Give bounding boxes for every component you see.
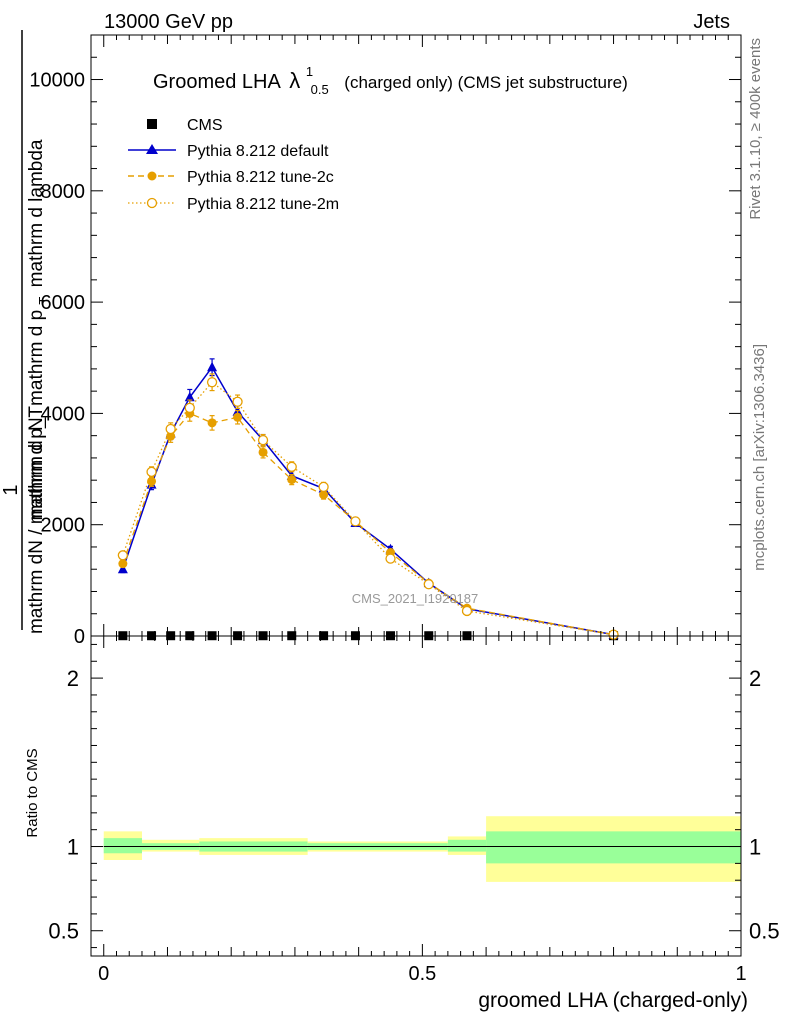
title-main: Groomed LHA	[153, 71, 281, 93]
ratio-tick-label-left-1: 1	[67, 835, 79, 860]
ratio-band-inner-5	[486, 831, 741, 864]
y-axis-label-top: 1	[0, 484, 22, 495]
y-tick-label-4: 8000	[41, 181, 86, 203]
ratio-tick-label-right-1: 1	[749, 835, 761, 860]
point-3-8	[318, 481, 329, 493]
point-3-9	[350, 516, 361, 527]
title-sub: 0.5	[311, 82, 329, 97]
header-energy: 13000 GeV pp	[104, 11, 233, 33]
y-tick-label-2: 4000	[41, 403, 86, 425]
point-3-12	[461, 605, 473, 617]
series-line-3	[122, 381, 614, 636]
point-3-10	[385, 553, 396, 564]
point-3-3	[184, 402, 195, 413]
y-tick-label-5: 10000	[29, 70, 85, 92]
point-3-2	[165, 423, 176, 435]
point-3-0	[117, 550, 129, 561]
point-3-1	[146, 466, 157, 477]
y-tick-label-0: 0	[74, 626, 85, 648]
legend-label-cms: CMS	[187, 117, 223, 134]
legend-label-default: Pythia 8.212 default	[187, 143, 329, 160]
legend-marker-tune2c	[147, 171, 157, 181]
point-1-0	[117, 563, 128, 574]
ylabel-part-d: T	[36, 297, 51, 305]
point-3-4	[206, 377, 218, 388]
ratio-band-inner-0	[103, 838, 142, 854]
x-axis-label: groomed LHA (charged-only)	[478, 989, 748, 1012]
y-axis-label-fraction-denominator: mathrm dN / mathrm d p_T	[26, 406, 47, 634]
ratio-tick-label-right-2: 2	[749, 666, 761, 691]
y-axis-label-numerator: mathrm d N mathrm d p T mathrm d lambda	[26, 139, 53, 520]
point-2-0	[118, 559, 128, 569]
point-3-6	[257, 434, 269, 446]
point-1-3	[184, 391, 195, 402]
ylabel-part-b: N	[26, 417, 47, 431]
y-tick-label-1: 2000	[41, 515, 86, 537]
ylabel-part-e: mathrm d lambda	[26, 139, 47, 287]
x-tick-label-1: 0.5	[408, 963, 436, 985]
legend-label-tune2m: Pythia 8.212 tune-2m	[187, 196, 339, 213]
ratio-band-inner-4	[447, 839, 487, 852]
title-sup: 1	[306, 64, 313, 79]
legend-marker-default	[146, 144, 158, 154]
header-channel: Jets	[693, 11, 730, 33]
ratio-tick-label-left-2: 2	[67, 666, 79, 691]
point-2-4	[207, 418, 217, 428]
ratio-tick-label-right-0: 0.5	[749, 919, 780, 944]
point-2-2	[166, 431, 176, 441]
point-2-8	[319, 490, 329, 500]
ylabel-part-a: mathrm d	[26, 440, 47, 520]
ratio-y-axis-label: Ratio to CMS	[24, 748, 41, 837]
side-rivet-label: Rivet 3.1.10, ≥ 400k events	[747, 38, 764, 220]
plot-title: Groomed LHA λ 1 0.5 (charged only) (CMS …	[153, 59, 628, 99]
legend-label-tune2c: Pythia 8.212 tune-2c	[187, 169, 334, 186]
point-2-5	[233, 412, 243, 422]
ratio-tick-label-left-0: 0.5	[48, 919, 79, 944]
point-2-1	[147, 476, 157, 486]
x-tick-label-0: 0	[98, 963, 109, 985]
legend-marker-cms	[147, 119, 157, 129]
point-3-5	[232, 396, 243, 407]
title-lambda: λ	[289, 68, 300, 93]
point-2-7	[287, 475, 297, 485]
analysis-watermark: CMS_2021_I1920187	[352, 591, 479, 606]
ratio-frame	[90, 635, 742, 957]
legend: CMS Pythia 8.212 default Pythia 8.212 tu…	[128, 117, 339, 213]
point-2-6	[258, 447, 268, 457]
ratio-bands	[103, 816, 741, 882]
ylabel-part-c: mathrm d p	[26, 310, 47, 406]
x-tick-label-2: 1	[735, 963, 746, 985]
legend-marker-tune2m	[146, 197, 158, 209]
point-3-11	[423, 579, 434, 590]
side-mcplots-label: mcplots.cern.ch [arXiv:1306.3436]	[751, 344, 768, 571]
point-3-7	[286, 461, 297, 472]
point-1-4	[207, 361, 218, 372]
title-rest: (charged only) (CMS jet substructure)	[344, 73, 627, 92]
y-tick-label-3: 6000	[41, 292, 86, 314]
